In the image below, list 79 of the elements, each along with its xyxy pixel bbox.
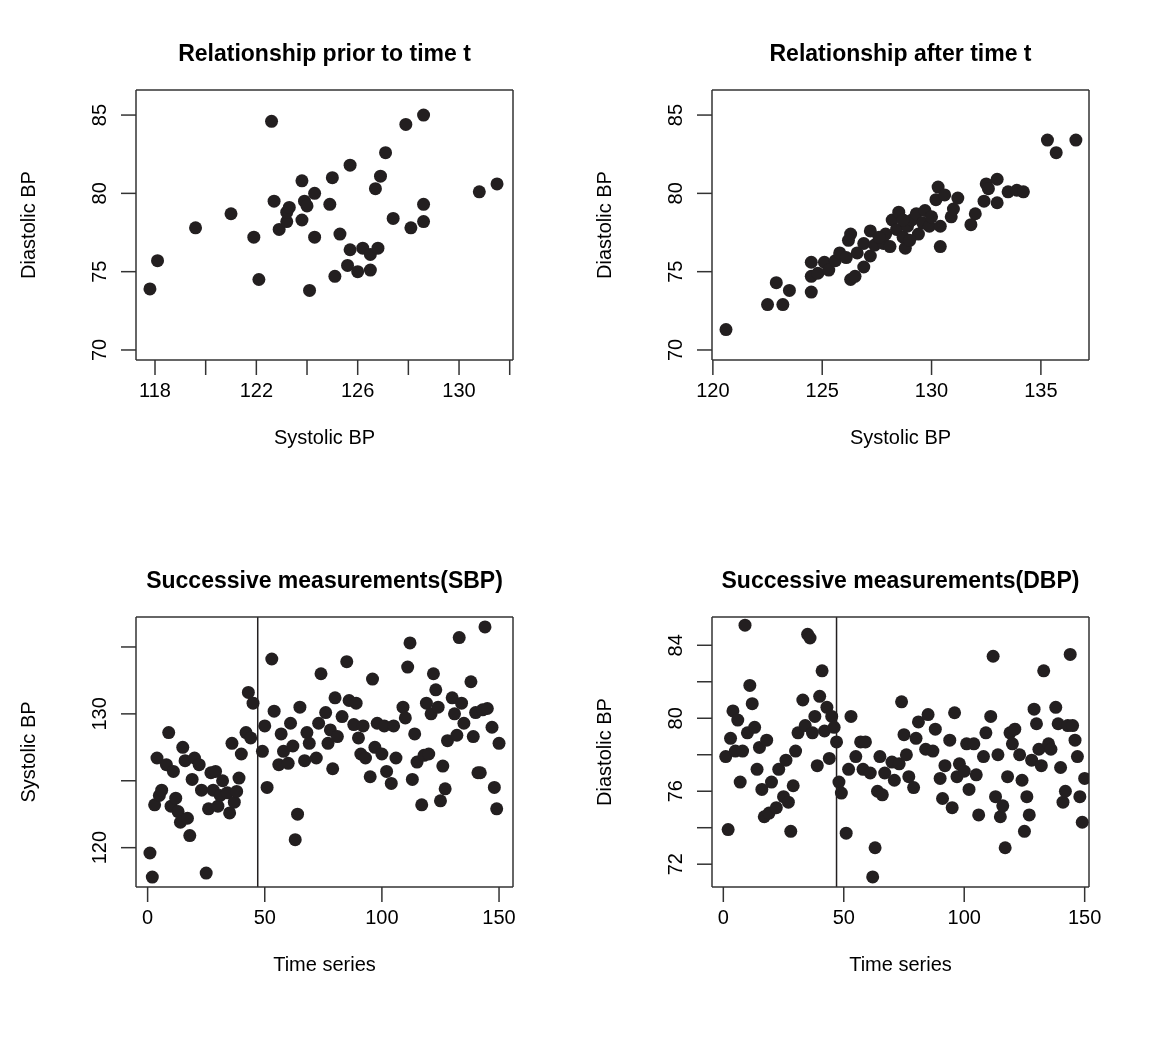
y-tick-label: 70 (664, 338, 686, 362)
y-tick-label: 80 (664, 707, 686, 730)
y-tick-label: 75 (88, 260, 110, 283)
point (247, 230, 261, 244)
point (325, 171, 339, 185)
x-tick-label: 125 (805, 379, 839, 401)
point (224, 207, 238, 221)
point (386, 211, 400, 225)
point (490, 177, 504, 191)
point (308, 186, 322, 200)
x-tick-label: 100 (947, 906, 981, 928)
point (343, 158, 357, 172)
x-tick-label: 118 (139, 379, 171, 401)
y-axis-title: Diastolic BP (593, 171, 615, 279)
point (379, 146, 393, 160)
x-tick-label: 150 (482, 906, 516, 928)
point (151, 254, 165, 268)
x-tick-label: 122 (239, 379, 274, 401)
x-tick-label: 0 (717, 906, 729, 928)
point (363, 263, 377, 277)
y-tick-label: 80 (664, 182, 686, 205)
point (308, 230, 322, 244)
point (417, 108, 431, 122)
point (282, 200, 296, 214)
x-tick-label: 0 (142, 906, 154, 928)
y-axis-title: Diastolic BP (17, 171, 39, 279)
point (189, 221, 203, 235)
point (351, 265, 365, 279)
point (371, 241, 385, 255)
x-tick-label: 150 (1067, 906, 1102, 928)
point (417, 215, 431, 229)
point (368, 182, 382, 196)
x-axis-title: Time series (849, 953, 952, 975)
point (333, 227, 347, 241)
point (252, 273, 266, 286)
point (303, 283, 317, 297)
y-tick-label: 70 (88, 338, 110, 362)
y-tick-label: 72 (664, 853, 686, 876)
point (404, 221, 418, 235)
point (472, 185, 486, 199)
x-tick-label: 50 (253, 906, 276, 928)
x-tick-label: 100 (365, 906, 399, 928)
point (341, 258, 355, 272)
point (267, 194, 281, 208)
chart-title: Successive measurements(DBP) (720, 567, 1081, 594)
chart-title: Relationship after time t (768, 40, 1033, 67)
point (343, 243, 357, 257)
point (265, 114, 279, 128)
y-tick-label: 85 (88, 103, 110, 127)
point (399, 117, 413, 131)
y-tick-label: 75 (664, 260, 686, 283)
x-axis-title: Systolic BP (273, 426, 376, 448)
point (300, 199, 314, 213)
chart-title: Relationship prior to time t (177, 40, 472, 67)
point (328, 269, 342, 283)
y-axis-title: Diastolic BP (593, 698, 615, 806)
y-tick-label: 120 (88, 830, 110, 865)
point (373, 169, 387, 183)
y-tick-label: 130 (88, 697, 110, 731)
x-tick-label: 50 (832, 906, 855, 928)
y-tick-label: 76 (664, 780, 686, 803)
point (295, 213, 309, 227)
chart-title: Successive measurements(SBP) (145, 567, 504, 594)
x-tick-label: 130 (442, 379, 476, 401)
x-tick-label: 130 (914, 379, 949, 401)
y-axis-title: Systolic BP (17, 701, 39, 803)
y-tick-label: 85 (664, 103, 686, 127)
point (323, 197, 337, 211)
x-axis-title: Systolic BP (849, 426, 952, 448)
x-tick-label: 126 (341, 379, 375, 401)
point (295, 174, 309, 188)
x-tick-label: 135 (1024, 379, 1058, 401)
point (417, 197, 431, 211)
x-axis-title: Time series (273, 953, 376, 975)
point (272, 222, 286, 236)
x-tick-label: 120 (696, 379, 730, 401)
point (143, 282, 157, 296)
y-tick-label: 80 (88, 182, 110, 205)
y-tick-label: 84 (664, 634, 686, 657)
